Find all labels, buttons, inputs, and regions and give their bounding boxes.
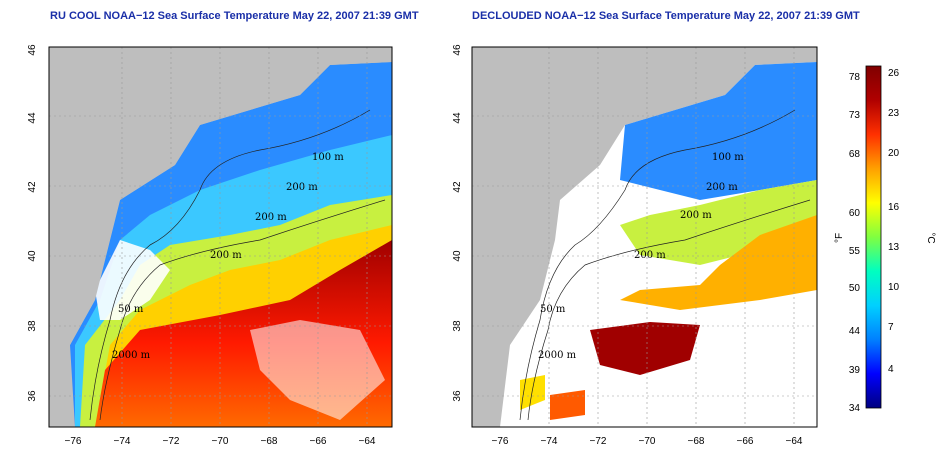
right-y-tick-label: 44 bbox=[452, 112, 463, 124]
colorbar-c-tick: 7 bbox=[888, 322, 894, 333]
left-y-tick-label: 40 bbox=[27, 250, 38, 262]
colorbar-f-tick: 73 bbox=[849, 110, 861, 121]
left-map: 100 m 200 m 200 m 200 m 50 m 2000 m bbox=[49, 47, 392, 427]
right-contour-label-100: 100 m bbox=[712, 152, 744, 163]
right-y-tick-label: 42 bbox=[452, 181, 463, 193]
colorbar-c-tick: 13 bbox=[888, 242, 900, 253]
left-contour-label-50: 50 m bbox=[118, 304, 144, 315]
right-x-tick-label: −74 bbox=[541, 436, 558, 447]
right-contour-label-200c: 200 m bbox=[634, 250, 666, 261]
left-x-tick-label: −66 bbox=[310, 436, 327, 447]
left-x-tick-label: −64 bbox=[359, 436, 376, 447]
colorbar-c-tick: 26 bbox=[888, 68, 900, 79]
right-y-axis: 46 44 42 40 38 36 bbox=[452, 44, 463, 402]
colorbar-f-tick: 55 bbox=[849, 246, 861, 257]
colorbar-celsius-label: °C bbox=[925, 232, 936, 243]
right-ocean bbox=[620, 62, 817, 200]
right-x-axis: −76 −74 −72 −70 −68 −66 −64 bbox=[492, 436, 803, 447]
right-x-tick-label: −76 bbox=[492, 436, 509, 447]
colorbar-c-tick: 10 bbox=[888, 282, 900, 293]
right-y-tick-label: 38 bbox=[452, 320, 463, 332]
left-contour-label-100: 100 m bbox=[312, 152, 344, 163]
right-contour-200 bbox=[519, 109, 796, 421]
colorbar-f-tick: 34 bbox=[849, 403, 861, 414]
left-y-tick-label: 36 bbox=[27, 390, 38, 402]
colorbar-fahrenheit-label: °F bbox=[834, 233, 845, 243]
left-x-tick-label: −72 bbox=[163, 436, 180, 447]
left-y-axis: 46 44 42 40 38 36 bbox=[27, 44, 38, 402]
right-y-tick-label: 46 bbox=[452, 44, 463, 56]
left-y-tick-label: 38 bbox=[27, 320, 38, 332]
colorbar-f-tick: 78 bbox=[849, 72, 861, 83]
left-x-tick-label: −70 bbox=[212, 436, 229, 447]
left-contour-label-200b: 200 m bbox=[255, 212, 287, 223]
left-contour-label-200a: 200 m bbox=[286, 182, 318, 193]
right-contour-label-50: 50 m bbox=[540, 304, 566, 315]
right-land bbox=[472, 47, 817, 427]
right-contour-label-200a: 200 m bbox=[706, 182, 738, 193]
left-map-frame bbox=[48, 46, 393, 428]
colorbar-c-tick: 20 bbox=[888, 148, 900, 159]
colorbar-f-tick: 44 bbox=[849, 326, 861, 337]
colorbar-f-tick: 68 bbox=[849, 149, 861, 160]
colorbar-f-tick: 39 bbox=[849, 365, 861, 376]
colorbar-f-tick: 50 bbox=[849, 283, 861, 294]
left-x-tick-label: −68 bbox=[261, 436, 278, 447]
left-coast bbox=[49, 47, 392, 427]
colorbar-c-tick: 4 bbox=[888, 364, 894, 375]
right-warm-core bbox=[590, 322, 700, 375]
left-contour-label-200c: 200 m bbox=[210, 250, 242, 261]
right-x-tick-label: −64 bbox=[786, 436, 803, 447]
left-cloud-2 bbox=[250, 320, 385, 420]
colorbar-c-tick: 16 bbox=[888, 202, 900, 213]
left-grid bbox=[49, 47, 392, 427]
right-y-tick-label: 40 bbox=[452, 250, 463, 262]
colorbar-c-tick: 23 bbox=[888, 108, 900, 119]
right-x-tick-label: −72 bbox=[590, 436, 607, 447]
right-contour-2000 bbox=[527, 199, 811, 421]
right-x-tick-label: −68 bbox=[688, 436, 705, 447]
left-y-tick-label: 44 bbox=[27, 112, 38, 124]
left-contour-2000 bbox=[99, 199, 386, 421]
right-contour-label-200b: 200 m bbox=[680, 210, 712, 221]
right-map: 100 m 200 m 200 m 200 m 50 m 2000 m bbox=[472, 47, 817, 427]
colorbar: 78 73 68 60 55 50 44 39 34 26 23 20 16 1… bbox=[834, 65, 936, 414]
left-y-tick-label: 46 bbox=[27, 44, 38, 56]
right-contour-label-2000: 2000 m bbox=[538, 350, 577, 361]
left-y-tick-label: 42 bbox=[27, 181, 38, 193]
left-x-tick-label: −76 bbox=[65, 436, 82, 447]
right-map-frame bbox=[471, 46, 818, 428]
left-contour-label-2000: 2000 m bbox=[112, 350, 151, 361]
right-map-title: DECLOUDED NOAA−12 Sea Surface Temperatur… bbox=[472, 10, 860, 22]
left-x-tick-label: −74 bbox=[114, 436, 131, 447]
left-contour-200 bbox=[89, 109, 371, 421]
right-x-tick-label: −66 bbox=[737, 436, 754, 447]
colorbar-gradient bbox=[865, 65, 882, 409]
left-x-axis: −76 −74 −72 −70 −68 −66 −64 bbox=[65, 436, 376, 447]
right-grid bbox=[472, 47, 817, 427]
colorbar-f-tick: 60 bbox=[849, 208, 861, 219]
left-cloud-1 bbox=[95, 240, 170, 320]
right-patch bbox=[550, 390, 585, 420]
right-slope-water bbox=[620, 215, 817, 310]
right-y-tick-label: 36 bbox=[452, 390, 463, 402]
left-map-title: RU COOL NOAA−12 Sea Surface Temperature … bbox=[50, 10, 419, 22]
right-nearshore bbox=[520, 375, 545, 410]
right-x-tick-label: −70 bbox=[639, 436, 656, 447]
